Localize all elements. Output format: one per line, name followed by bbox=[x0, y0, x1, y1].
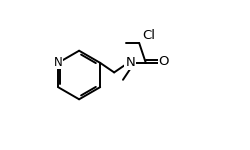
Text: N: N bbox=[54, 56, 62, 69]
Text: Cl: Cl bbox=[142, 29, 155, 42]
Text: O: O bbox=[158, 55, 168, 68]
Text: N: N bbox=[125, 56, 135, 69]
